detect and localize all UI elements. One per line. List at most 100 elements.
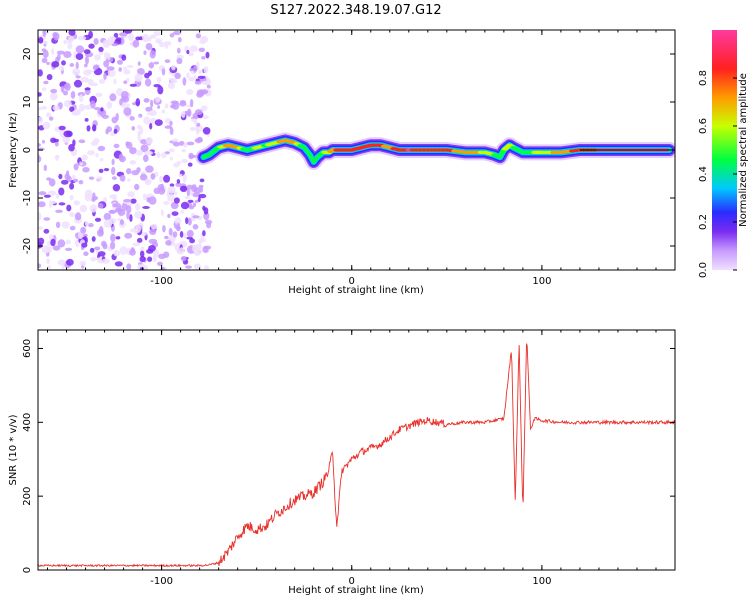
noise-dot (152, 255, 157, 263)
noise-dot (113, 250, 121, 257)
noise-dot (83, 49, 91, 54)
noise-dot (90, 140, 99, 147)
noise-dot (195, 128, 200, 135)
noise-dot (63, 100, 72, 108)
noise-dot (75, 61, 79, 70)
noise-dot (186, 141, 195, 146)
noise-dot (104, 51, 108, 60)
noise-dot (199, 40, 206, 44)
noise-dot (169, 183, 175, 187)
noise-dot (157, 105, 161, 109)
noise-dot (47, 190, 57, 196)
noise-dot (179, 101, 187, 107)
noise-dot (42, 49, 49, 59)
noise-dot (161, 267, 166, 270)
noise-dot (186, 49, 190, 55)
snr-frame (37, 329, 676, 571)
noise-dot (134, 73, 143, 83)
noise-dot (42, 30, 47, 37)
noise-dot (68, 30, 76, 36)
noise-dot (123, 103, 131, 107)
noise-dot (126, 263, 132, 270)
noise-dot (97, 251, 106, 257)
noise-dot (38, 107, 43, 111)
spectrogram-xtick-label: 0 (349, 276, 355, 287)
noise-dot (150, 223, 158, 230)
noise-dot (80, 76, 89, 83)
noise-dot (194, 199, 199, 203)
noise-dot (72, 68, 81, 76)
noise-dot (38, 116, 43, 124)
noise-dot (189, 45, 198, 53)
noise-dot (111, 176, 117, 180)
noise-dot (200, 105, 208, 112)
noise-dot (119, 219, 124, 226)
noise-dot (55, 209, 63, 213)
noise-dot (135, 98, 141, 107)
noise-dot (90, 82, 99, 87)
noise-dot (69, 106, 75, 112)
noise-dot (182, 173, 187, 183)
noise-dot (199, 178, 205, 183)
noise-dot (89, 247, 95, 253)
noise-dot (119, 246, 128, 255)
noise-dot (171, 64, 176, 71)
noise-dot (167, 213, 171, 219)
noise-dot (51, 48, 55, 55)
noise-dot (75, 45, 85, 54)
noise-dot (42, 40, 48, 45)
snr-ytick-label: 200 (22, 487, 33, 506)
noise-dot (204, 265, 209, 270)
spectrogram-xlabel: Height of straight line (km) (288, 285, 424, 296)
noise-dot (150, 99, 154, 108)
noise-dot (92, 192, 96, 199)
noise-dot (192, 202, 196, 207)
noise-dot (179, 247, 184, 255)
noise-dot (107, 52, 111, 60)
noise-dot (198, 47, 206, 52)
noise-dot (103, 60, 110, 68)
noise-dot (193, 119, 198, 126)
noise-dot (170, 104, 176, 109)
noise-dot (85, 69, 93, 74)
noise-dot (91, 197, 96, 202)
noise-dot (97, 145, 106, 152)
noise-dot (144, 150, 153, 156)
noise-dot (111, 166, 116, 176)
noise-dot (168, 148, 175, 153)
noise-dot (94, 246, 101, 251)
noise-dot (182, 77, 187, 86)
noise-dot (70, 91, 76, 99)
noise-dot (145, 43, 153, 50)
noise-dot (137, 132, 141, 142)
noise-dot (123, 107, 132, 116)
noise-dot (95, 152, 99, 158)
noise-dot (41, 245, 50, 254)
noise-dot (142, 206, 150, 209)
noise-dot (187, 162, 193, 167)
noise-dot (198, 238, 203, 245)
noise-dot (199, 89, 209, 95)
noise-dot (202, 246, 209, 253)
noise-dot (80, 226, 87, 234)
noise-dot (38, 263, 42, 269)
noise-dot (124, 30, 133, 34)
noise-dot (164, 103, 169, 109)
noise-dot (169, 127, 174, 135)
noise-dot (111, 43, 118, 47)
noise-dot (63, 130, 72, 138)
noise-dot (117, 218, 121, 221)
noise-dot (178, 173, 183, 177)
noise-dot (127, 178, 131, 182)
noise-dot (172, 141, 181, 147)
noise-dot (98, 46, 104, 53)
snr-xtick-label: -100 (150, 576, 173, 587)
noise-dot (172, 231, 178, 238)
noise-dot (188, 154, 197, 158)
noise-dot (79, 94, 84, 103)
noise-dot (115, 113, 119, 121)
spectrogram-ytick-label: -20 (22, 238, 33, 254)
noise-dot (123, 80, 128, 84)
noise-dot (46, 74, 53, 81)
noise-dot (127, 191, 135, 198)
